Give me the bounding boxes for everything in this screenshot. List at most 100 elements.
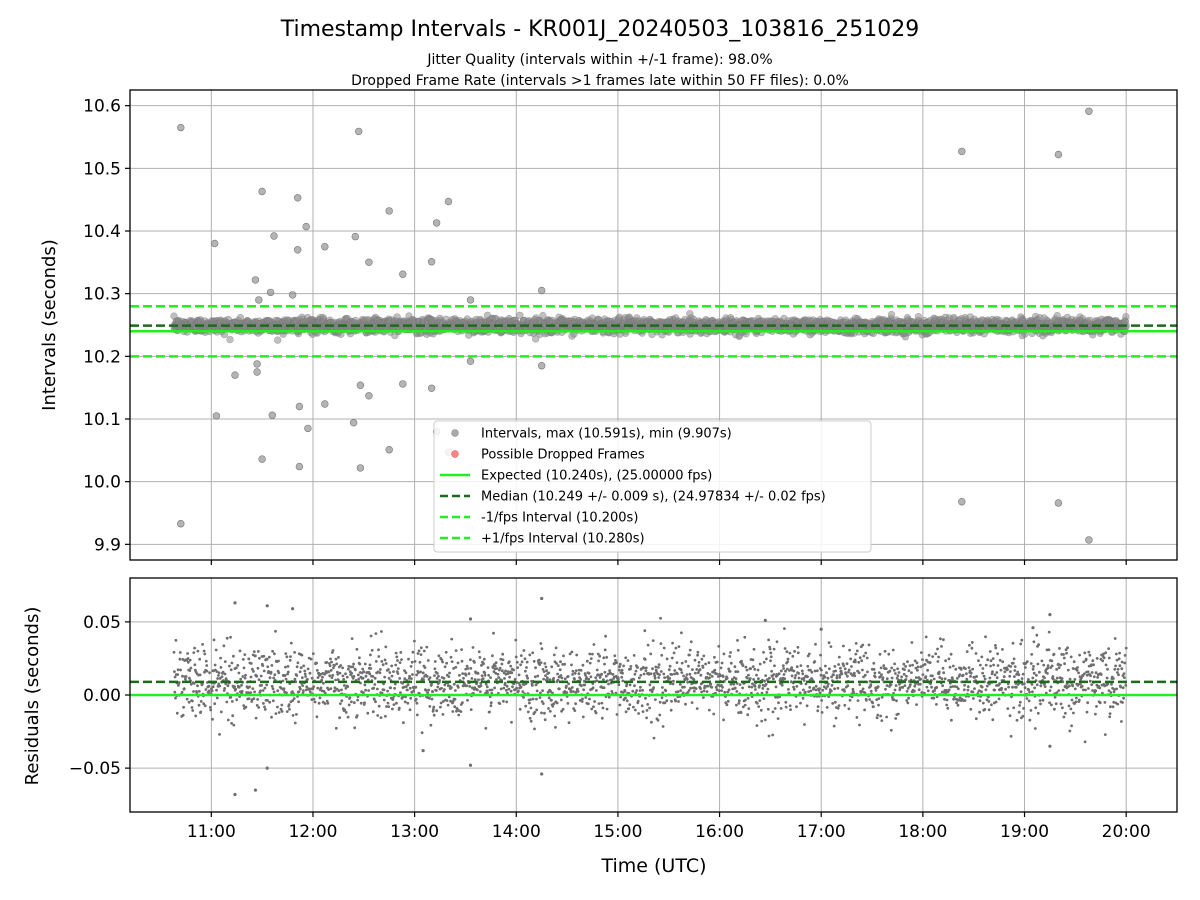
residual-point — [547, 696, 551, 700]
residual-point — [587, 677, 591, 681]
residual-point — [416, 652, 420, 655]
residual-point — [341, 674, 345, 678]
residual-point — [459, 710, 463, 713]
interval-outlier-point — [253, 360, 261, 368]
residual-point — [195, 691, 199, 694]
residual-point — [717, 689, 721, 693]
residual-point — [643, 629, 647, 633]
residual-point — [369, 634, 373, 638]
residual-point — [632, 678, 636, 681]
interval-outlier-point — [1085, 107, 1093, 116]
interval-outlier-point — [466, 296, 475, 304]
residual-point — [489, 676, 492, 679]
residual-point — [675, 661, 679, 664]
residual-point — [432, 713, 436, 717]
residual-point — [700, 657, 704, 661]
residual-point — [676, 690, 680, 694]
residual-point — [239, 677, 243, 681]
residual-point — [657, 676, 661, 679]
residual-point — [432, 705, 436, 709]
residual-point — [407, 657, 410, 661]
residual-point — [272, 690, 276, 694]
residual-point — [591, 686, 595, 690]
residual-point — [618, 662, 622, 666]
residual-point — [620, 668, 624, 672]
residual-point — [657, 666, 660, 669]
residual-point — [381, 663, 385, 667]
residual-point — [188, 658, 192, 662]
residual-point — [181, 674, 184, 678]
residual-point — [244, 705, 248, 709]
residual-point — [651, 667, 654, 671]
residual-point — [706, 684, 710, 688]
interval-outlier-point — [427, 384, 436, 392]
residual-point — [182, 705, 186, 709]
residual-point — [479, 684, 483, 688]
y-tick-label: 10.4 — [83, 222, 121, 242]
residual-point — [282, 687, 286, 691]
residual-point — [436, 672, 439, 675]
residual-point — [713, 655, 716, 659]
residual-point — [315, 661, 318, 665]
residual-point — [511, 685, 514, 689]
residual-point — [694, 671, 697, 675]
residual-point — [450, 660, 454, 663]
residual-point — [303, 669, 307, 673]
residual-point — [699, 673, 703, 677]
residual-point — [331, 673, 335, 677]
residual-point — [377, 648, 380, 652]
residual-point — [374, 700, 377, 704]
residual-point — [259, 689, 262, 693]
residual-point — [173, 690, 177, 694]
residual-point — [209, 708, 213, 712]
residual-point — [232, 723, 236, 727]
residual-point — [518, 707, 522, 711]
residual-point — [525, 666, 528, 669]
residual-point — [643, 658, 647, 661]
residual-point — [637, 712, 640, 715]
residual-point — [301, 684, 304, 687]
residual-point — [289, 655, 292, 658]
residual-point — [533, 675, 537, 679]
residual-point — [639, 685, 642, 689]
residual-point — [285, 655, 289, 659]
residual-point — [350, 637, 354, 640]
residual-point — [348, 696, 352, 700]
residual-point — [300, 653, 304, 657]
residual-point — [414, 697, 418, 701]
residual-point — [361, 667, 365, 671]
residual-point — [538, 696, 542, 699]
residual-point — [369, 653, 372, 657]
residual-point — [466, 667, 470, 670]
residual-point — [583, 683, 587, 687]
legend-label: Possible Dropped Frames — [481, 448, 645, 463]
residual-point — [454, 665, 458, 669]
residual-point — [531, 697, 535, 701]
residual-point — [293, 677, 297, 681]
residual-point — [220, 675, 224, 679]
residual-point — [725, 703, 729, 707]
residual-point — [642, 666, 646, 670]
residual-point — [677, 645, 681, 648]
residual-point — [256, 666, 260, 670]
residual-point — [661, 725, 665, 728]
residual-point — [277, 659, 280, 663]
residual-point — [493, 664, 497, 668]
residual-point — [544, 674, 547, 677]
interval-outlier-point — [270, 232, 278, 240]
residual-point — [679, 689, 683, 692]
residual-point — [403, 700, 407, 704]
interval-outlier-point — [399, 380, 407, 388]
interval-outlier-point — [537, 362, 546, 370]
residual-point — [312, 697, 316, 701]
residual-point — [268, 700, 272, 704]
residual-point — [489, 701, 493, 705]
residual-point — [532, 659, 536, 663]
residual-point — [252, 697, 256, 700]
residual-point — [552, 677, 555, 680]
residual-point — [292, 697, 296, 700]
residual-point — [237, 671, 241, 675]
residual-point — [540, 647, 544, 651]
residual-point — [732, 682, 736, 686]
residual-point — [525, 674, 529, 678]
